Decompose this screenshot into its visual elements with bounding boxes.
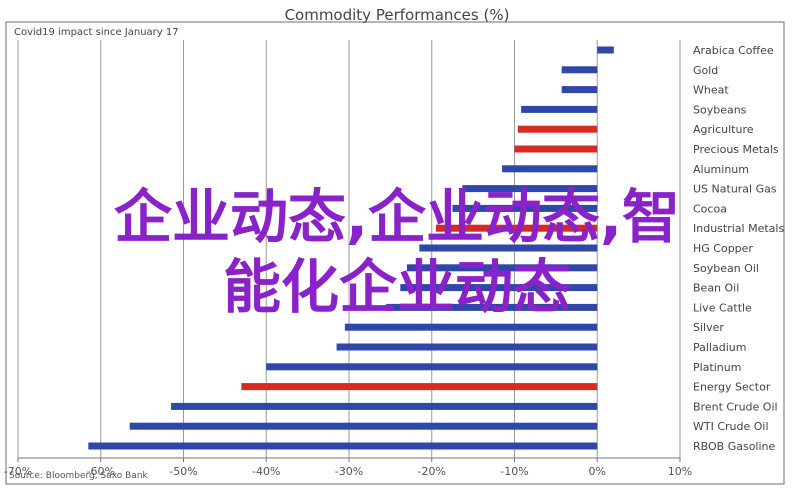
x-axis: -70% -60% -50% -40% -30% -20% -10% 0% 10% xyxy=(4,457,692,478)
x-tick-label: -20% xyxy=(418,465,446,478)
category-label: Gold xyxy=(693,64,718,77)
category-label: Aluminum xyxy=(693,163,749,176)
x-tick-label: -70% xyxy=(4,465,32,478)
category-label: Wheat xyxy=(693,84,729,97)
category-labels: Arabica Coffee Gold Wheat Soybeans Agricultu… xyxy=(693,44,784,453)
bar-soybeans xyxy=(521,105,598,113)
bars xyxy=(88,46,614,450)
bar-energy-sector xyxy=(241,383,598,391)
bar-gold xyxy=(561,66,598,74)
bar-bean-oil xyxy=(400,284,598,292)
x-tick-label: -30% xyxy=(335,465,363,478)
category-label: Silver xyxy=(693,321,724,334)
category-label: Energy Sector xyxy=(693,381,771,394)
category-label: Cocoa xyxy=(693,202,727,215)
bar-platinum xyxy=(266,363,598,371)
x-tick-label: 0% xyxy=(589,465,606,478)
bar-rbob-gasoline xyxy=(88,442,598,450)
bar-palladium xyxy=(336,343,598,351)
chart-title: Commodity Performances (%) xyxy=(285,6,510,24)
bar-arabica-coffee xyxy=(597,46,614,54)
x-tick-label: -10% xyxy=(500,465,528,478)
category-label: Arabica Coffee xyxy=(693,44,774,57)
category-label: Precious Metals xyxy=(693,143,779,156)
bar-precious-metals xyxy=(514,145,598,153)
category-label: HG Copper xyxy=(693,242,753,255)
bar-hg-copper xyxy=(419,244,598,252)
bar-brent-crude-oil xyxy=(171,402,598,410)
bar-wti-crude-oil xyxy=(129,422,598,430)
category-label: RBOB Gasoline xyxy=(693,440,776,453)
category-label: Platinum xyxy=(693,361,741,374)
x-tick-label: -50% xyxy=(169,465,197,478)
category-label: Soybean Oil xyxy=(693,262,759,275)
category-label: Live Cattle xyxy=(693,301,752,314)
bar-soybean-oil xyxy=(406,264,598,272)
chart-subtitle: Covid19 impact since January 17 xyxy=(14,27,179,38)
bar-agriculture xyxy=(517,125,598,133)
bar-silver xyxy=(344,323,598,331)
category-label: Soybeans xyxy=(693,103,747,116)
bar-us-natural-gas xyxy=(462,185,598,193)
category-label: Industrial Metals xyxy=(693,222,784,235)
category-label: Bean Oil xyxy=(693,282,739,295)
bar-live-cattle xyxy=(386,303,598,311)
bar-aluminum xyxy=(502,165,598,173)
x-tick-label: 10% xyxy=(668,465,692,478)
chart-source: Source: Bloomberg, Saxo Bank xyxy=(9,471,149,481)
category-label: Palladium xyxy=(693,341,746,354)
category-label: US Natural Gas xyxy=(693,183,777,196)
chart-frame xyxy=(5,21,785,485)
bar-wheat xyxy=(561,86,598,94)
category-label: Brent Crude Oil xyxy=(693,400,778,413)
category-label: Agriculture xyxy=(693,123,754,136)
category-label: WTI Crude Oil xyxy=(693,420,769,433)
bar-cocoa xyxy=(452,204,598,212)
x-tick-label: -40% xyxy=(252,465,280,478)
bar-industrial-metals xyxy=(435,224,598,232)
x-tick-label: -60% xyxy=(87,465,115,478)
